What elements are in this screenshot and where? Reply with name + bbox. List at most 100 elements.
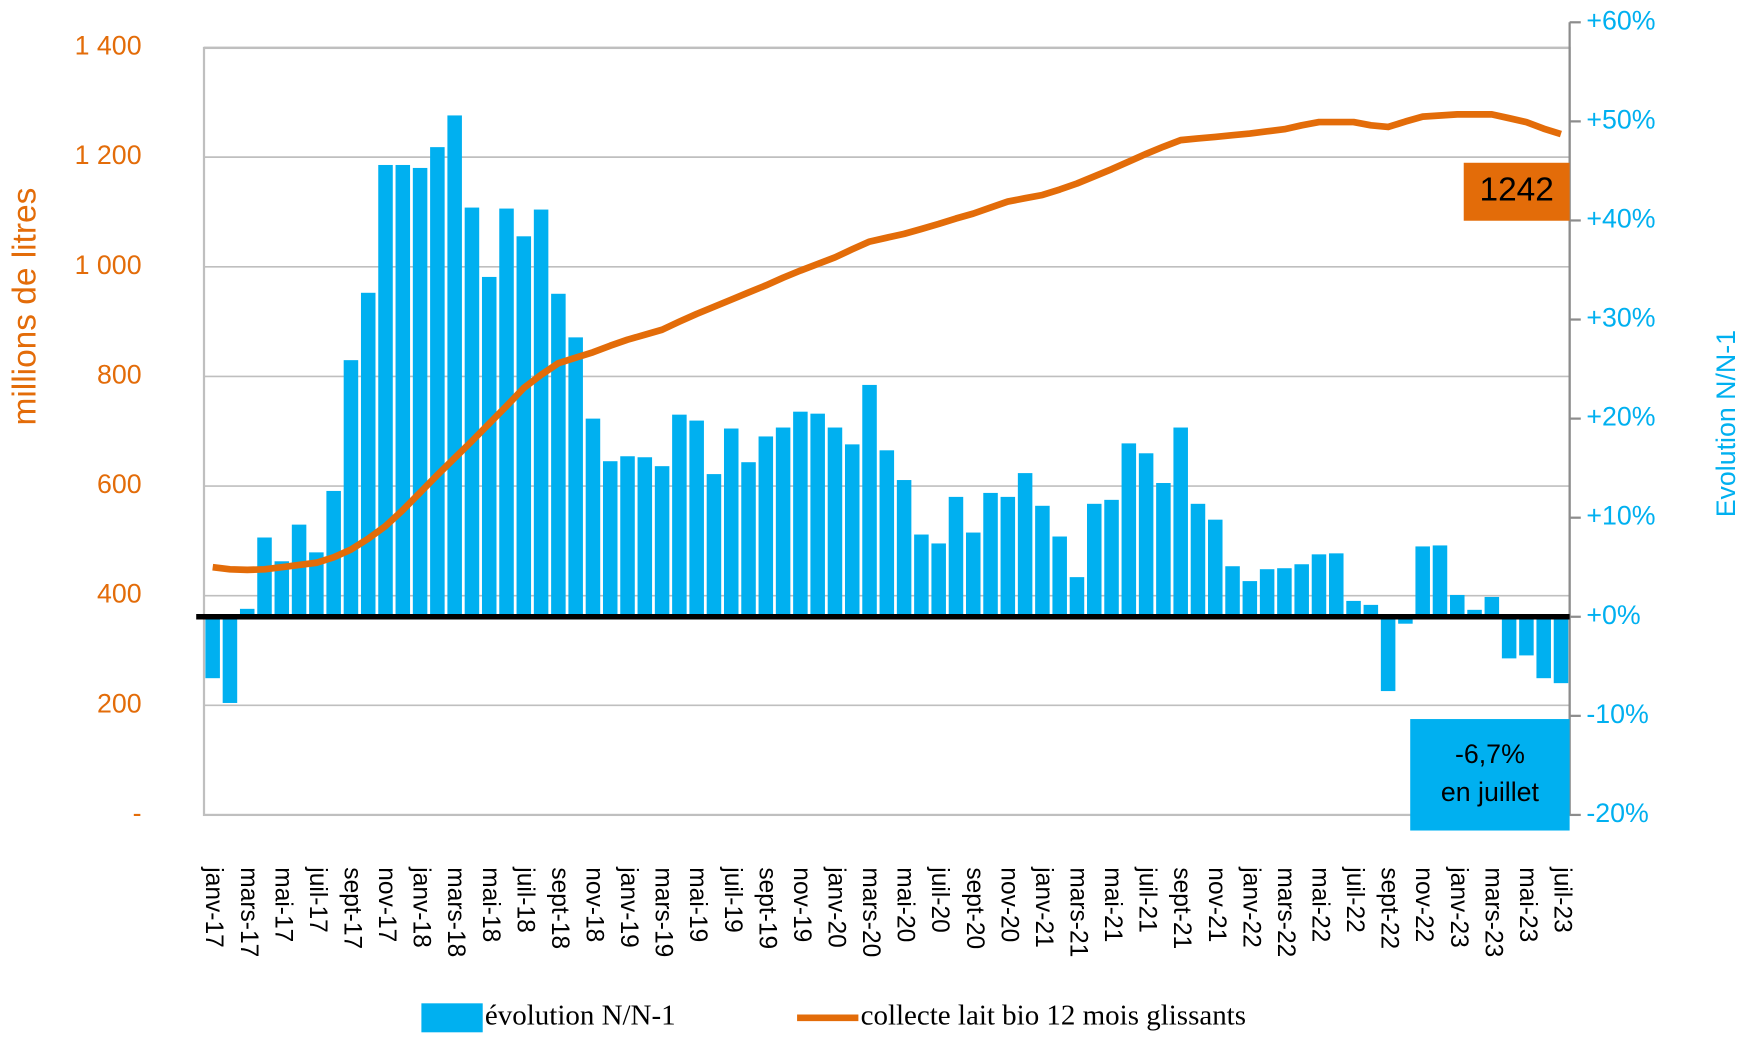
bar xyxy=(568,337,583,617)
bar xyxy=(1052,536,1067,617)
bar xyxy=(551,293,566,617)
x-tick-label: nov-20 xyxy=(995,867,1022,942)
annotation-text: -6,7% xyxy=(1455,739,1525,769)
bar xyxy=(1086,503,1102,617)
bar xyxy=(309,552,324,617)
y-tick-label: 1 400 xyxy=(75,31,142,61)
y-tick-label: 600 xyxy=(97,469,142,499)
x-tick-label: janv-18 xyxy=(408,866,435,947)
bar xyxy=(1190,503,1206,617)
bar xyxy=(723,428,739,617)
x-tick-label: mai-18 xyxy=(477,867,504,942)
y-tick-label: 1 000 xyxy=(75,250,142,280)
y2-tick-label: +30% xyxy=(1586,303,1655,333)
bar xyxy=(810,413,825,617)
bar xyxy=(741,462,756,617)
x-tick-label: mai-17 xyxy=(269,867,296,942)
y2-tick-label: +60% xyxy=(1586,5,1655,35)
bar xyxy=(1415,546,1430,617)
x-tick-label: nov-19 xyxy=(788,867,815,942)
bar xyxy=(1432,545,1448,617)
bar xyxy=(1173,427,1188,617)
x-tick-label: mars-23 xyxy=(1479,867,1506,957)
bar xyxy=(1363,604,1379,617)
bar xyxy=(758,436,774,617)
x-tick-label: juil-23 xyxy=(1549,866,1576,932)
x-tick-label: nov-22 xyxy=(1410,867,1437,942)
bar xyxy=(274,561,290,617)
bar xyxy=(343,360,359,617)
bar xyxy=(914,534,929,617)
bar xyxy=(1208,519,1223,617)
bar xyxy=(1138,453,1154,617)
bar xyxy=(965,532,981,617)
x-tick-label: juil-19 xyxy=(719,866,746,932)
x-tick-label: mars-17 xyxy=(235,867,262,957)
bar xyxy=(1242,581,1258,617)
x-tick-label: juil-21 xyxy=(1134,866,1161,932)
x-tick-label: sept-20 xyxy=(961,867,988,949)
bar xyxy=(1536,616,1551,679)
x-tick-label: mars-18 xyxy=(442,867,469,957)
bar xyxy=(862,384,877,617)
bar xyxy=(706,474,722,617)
x-tick-label: janv-20 xyxy=(822,866,849,947)
bar xyxy=(689,420,704,617)
bar xyxy=(793,411,808,617)
x-tick-label: juil-22 xyxy=(1341,866,1368,932)
x-tick-label: sept-21 xyxy=(1168,867,1195,949)
x-tick-label: janv-21 xyxy=(1030,866,1057,947)
bar xyxy=(481,276,497,617)
bar xyxy=(1467,609,1482,617)
bar xyxy=(222,616,238,703)
bar xyxy=(948,496,964,617)
x-tick-label: mai-21 xyxy=(1099,867,1126,942)
x-tick-label: sept-17 xyxy=(338,867,365,949)
bar xyxy=(1398,616,1413,624)
y2-tick-label: +40% xyxy=(1586,204,1655,234)
bar xyxy=(205,616,220,679)
bar xyxy=(585,418,601,617)
y2-tick-label: +10% xyxy=(1586,501,1655,531)
bar xyxy=(412,167,428,617)
bar xyxy=(1035,505,1050,617)
x-tick-label: nov-18 xyxy=(580,867,607,942)
x-tick-label: janv-17 xyxy=(200,866,227,947)
bar xyxy=(879,450,895,617)
x-tick-label: nov-17 xyxy=(373,867,400,942)
x-tick-label: janv-22 xyxy=(1237,866,1264,947)
bar xyxy=(1329,553,1344,617)
bar xyxy=(378,164,393,617)
y2-tick-label: +0% xyxy=(1586,600,1640,630)
legend-swatch xyxy=(421,1003,483,1033)
bar xyxy=(1519,616,1534,656)
y-axis-label: millions de litres xyxy=(7,188,44,426)
bar xyxy=(499,208,514,617)
y-tick-label: 800 xyxy=(97,359,142,389)
bar xyxy=(1225,566,1240,617)
annotation-text: 1242 xyxy=(1479,172,1553,209)
x-tick-label: mai-23 xyxy=(1514,867,1541,942)
bar xyxy=(1121,443,1137,617)
bar xyxy=(1484,596,1500,617)
x-tick-label: mai-19 xyxy=(684,867,711,942)
y-tick-label: - xyxy=(133,798,142,828)
y2-tick-label: -10% xyxy=(1586,699,1648,729)
x-tick-label: mars-19 xyxy=(650,867,677,957)
bar xyxy=(1450,594,1465,617)
bar xyxy=(931,543,946,617)
x-tick-label: juil-17 xyxy=(304,866,331,932)
y2-tick-label: -20% xyxy=(1586,798,1648,828)
line xyxy=(212,111,1562,574)
x-tick-label: juil-18 xyxy=(511,866,538,932)
y-tick-label: 200 xyxy=(97,688,142,718)
bar xyxy=(291,524,307,617)
y2-tick-label: +20% xyxy=(1586,402,1655,432)
x-tick-label: mars-20 xyxy=(857,867,884,957)
x-tick-label: nov-21 xyxy=(1203,867,1230,942)
bar xyxy=(447,115,462,617)
annotation-box xyxy=(1463,162,1570,221)
x-tick-label: janv-19 xyxy=(615,866,642,947)
bar xyxy=(827,427,843,617)
